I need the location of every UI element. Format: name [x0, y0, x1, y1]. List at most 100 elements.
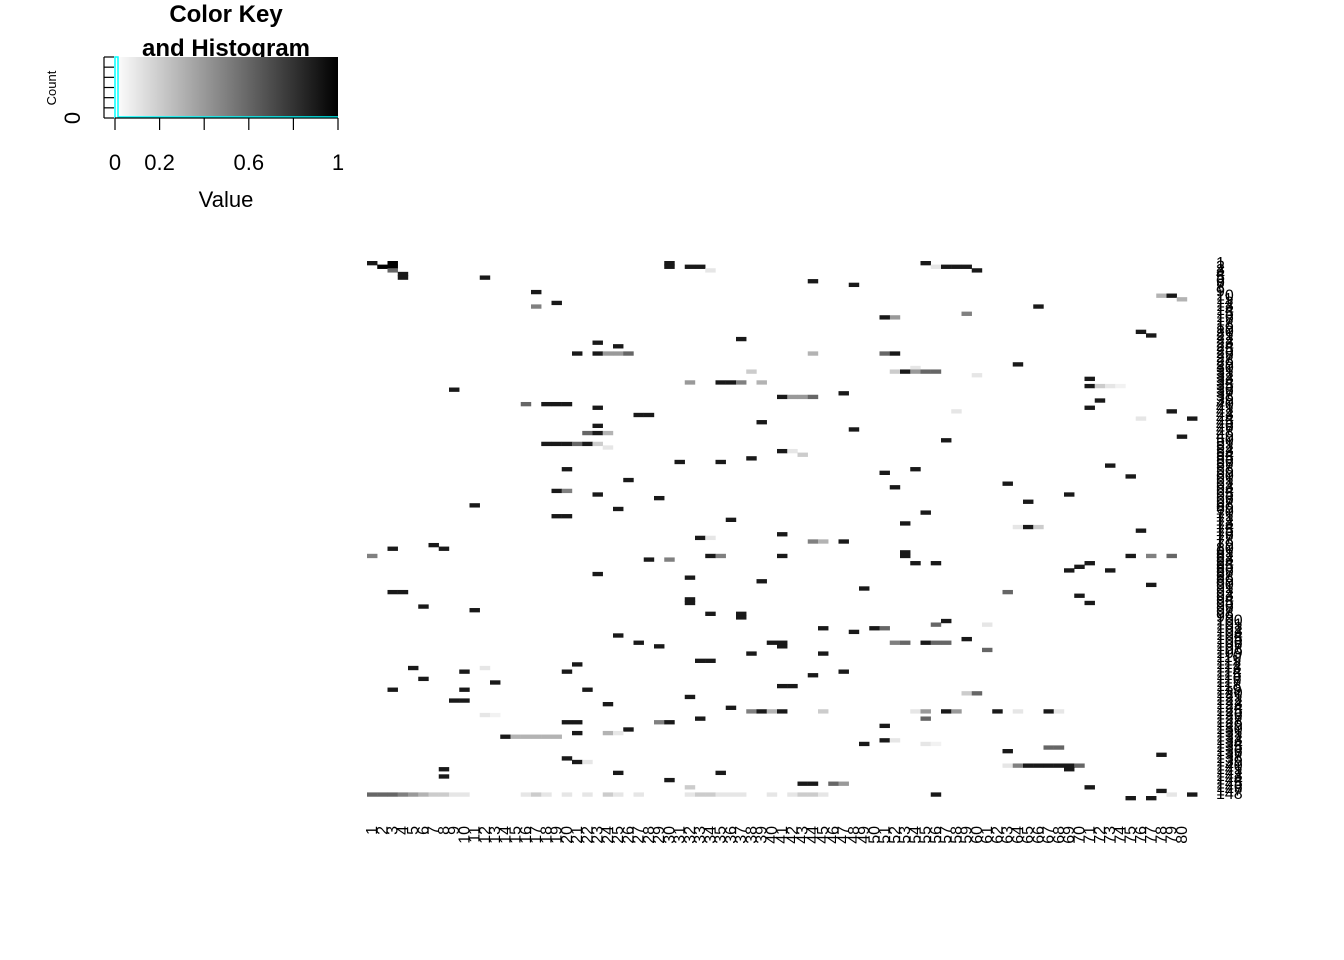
- heatmap-row-label: 121: [1216, 689, 1243, 706]
- heatmap-col-label: 40: [764, 826, 781, 844]
- heatmap-cell: [582, 430, 593, 436]
- heatmap-row-label: 129: [1216, 718, 1243, 735]
- heatmap-row-label: 91: [1216, 580, 1234, 597]
- heatmap-cell: [766, 792, 778, 797]
- heatmap-cell: [818, 651, 829, 656]
- heatmap-cell: [951, 709, 962, 714]
- heatmap-col-label: 54: [907, 826, 924, 844]
- heatmap-cell: [572, 720, 583, 725]
- heatmap-row-label: 141: [1216, 761, 1243, 778]
- heatmap-col-label: 63: [1000, 826, 1017, 844]
- heatmap-cell: [602, 351, 614, 356]
- heatmap-cell: [602, 430, 614, 436]
- heatmap-row-label: 145: [1216, 775, 1243, 792]
- heatmap-cell: [920, 261, 931, 266]
- heatmap-row-label: 36: [1216, 381, 1234, 398]
- heatmap-cell: [664, 777, 675, 783]
- heatmap-cell: [428, 792, 439, 797]
- heatmap-cell: [623, 477, 634, 483]
- heatmap-cell: [1043, 745, 1054, 750]
- heatmap-col-label: 4: [395, 826, 412, 835]
- heatmap-col-label: 32: [682, 826, 699, 844]
- heatmap-row-label: 19: [1216, 320, 1234, 337]
- heatmap-row-label: 81: [1216, 544, 1234, 561]
- heatmap-cell: [387, 687, 398, 692]
- heatmap-cell: [930, 792, 942, 797]
- heatmap-row-label: 76: [1216, 526, 1234, 543]
- heatmap-row-label: 31: [1216, 363, 1234, 380]
- heatmap-cell: [725, 517, 737, 522]
- heatmap-cell: [951, 264, 962, 269]
- heatmap-cell: [1043, 709, 1054, 714]
- heatmap-col-label: 22: [579, 826, 596, 844]
- heatmap-col-label: 18: [538, 826, 555, 844]
- heatmap-cell: [1002, 749, 1013, 754]
- heatmap-col-label: 33: [692, 826, 709, 844]
- heatmap-row-label: 67: [1216, 493, 1234, 510]
- heatmap-row-label: 117: [1216, 674, 1242, 691]
- heatmap-row-label: 32: [1216, 367, 1234, 384]
- heatmap-col-label: 56: [928, 826, 945, 844]
- heatmap-cell: [1135, 528, 1147, 533]
- heatmap-col-label: 19: [549, 826, 566, 844]
- heatmap-cells: [367, 261, 1198, 801]
- heatmap-row-label: 38: [1216, 389, 1234, 406]
- heatmap-cell: [449, 698, 460, 703]
- heatmap-row-label: 45: [1216, 414, 1234, 431]
- heatmap-cell: [684, 792, 696, 797]
- heatmap-row-label: 134: [1216, 736, 1243, 753]
- heatmap-cell: [561, 792, 573, 797]
- heatmap-cell: [520, 734, 532, 739]
- heatmap-row-label: 130: [1216, 721, 1243, 738]
- heatmap-cell: [1053, 709, 1065, 714]
- heatmap-cell: [1084, 785, 1095, 790]
- heatmap-cell: [777, 553, 788, 559]
- heatmap-col-label: 41: [774, 826, 791, 844]
- heatmap-cell: [561, 467, 573, 472]
- heatmap-cell: [920, 716, 931, 721]
- heatmap-cell: [1033, 304, 1044, 309]
- heatmap-row-label: 59: [1216, 464, 1234, 481]
- heatmap-row-label: 64: [1216, 483, 1234, 500]
- heatmap-col-label: 25: [610, 826, 627, 844]
- heatmap-row-label: 50: [1216, 432, 1234, 449]
- heatmap-cell: [910, 365, 921, 371]
- heatmap-column-labels: 1234567891011121314151617181920212223242…: [364, 826, 1191, 844]
- heatmap-row-label: 61: [1216, 472, 1234, 489]
- heatmap-cell: [633, 640, 644, 645]
- heatmap-row-label: 80: [1216, 540, 1234, 557]
- heatmap-col-label: 74: [1112, 826, 1129, 844]
- heatmap-row-label: 47: [1216, 421, 1234, 438]
- heatmap-row-label: 68: [1216, 497, 1234, 514]
- heatmap-col-label: 52: [887, 826, 904, 844]
- heatmap-row-label: 40: [1216, 396, 1234, 413]
- heatmap-row-label: 86: [1216, 562, 1234, 579]
- heatmap-cell: [869, 626, 880, 631]
- heatmap-cell: [807, 539, 819, 544]
- heatmap-col-label: 17: [528, 826, 545, 844]
- heatmap-cell: [910, 561, 921, 566]
- heatmap-cell: [910, 467, 921, 472]
- heatmap-row-label: 75: [1216, 522, 1234, 539]
- heatmap-cell: [828, 781, 839, 786]
- heatmap-row-label: 101: [1216, 616, 1243, 633]
- heatmap-col-label: 79: [1164, 826, 1181, 844]
- heatmap-col-label: 57: [938, 826, 955, 844]
- heatmap-cell: [961, 264, 972, 269]
- heatmap-cell: [377, 264, 388, 269]
- heatmap-cell: [777, 709, 788, 714]
- heatmap-cell: [971, 691, 983, 696]
- heatmap-cell: [941, 264, 952, 269]
- heatmap-cell: [633, 792, 644, 797]
- heatmap-cell: [695, 658, 706, 663]
- heatmap-cell: [982, 647, 993, 653]
- heatmap-cell: [879, 723, 890, 729]
- heatmap-cell: [1105, 463, 1116, 468]
- heatmap-cell: [910, 709, 921, 714]
- heatmap-row-label: 144: [1216, 772, 1243, 789]
- heatmap-cell: [1064, 568, 1075, 573]
- heatmap-col-label: 65: [1020, 826, 1037, 844]
- heatmap-row-label: 72: [1216, 511, 1234, 528]
- heatmap-cell: [1105, 383, 1116, 389]
- heatmap-col-label: 34: [702, 826, 719, 844]
